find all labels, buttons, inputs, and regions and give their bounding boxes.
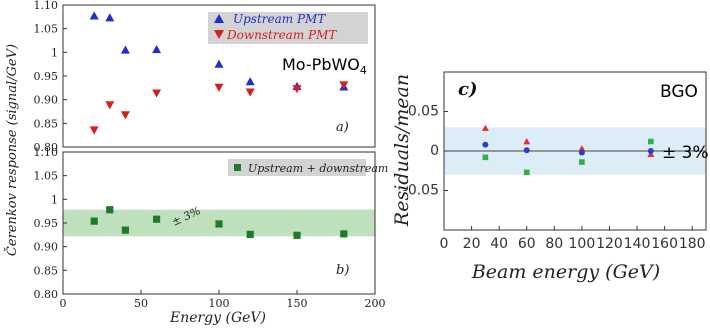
y-tick-label: 0.80 (34, 288, 59, 301)
data-point (106, 206, 114, 214)
legend-combined-marker (234, 164, 241, 171)
data-point (90, 217, 98, 225)
data-point (120, 45, 130, 54)
panel-b-x-axis-label: Energy (GeV) (169, 310, 266, 326)
panel-c-label: c) (458, 79, 477, 100)
data-point (523, 169, 530, 176)
legend-downstream-marker (214, 30, 224, 39)
panel-b-label: b) (336, 263, 349, 278)
panel-c-y-ticks: 0.05 0 -0.05 (403, 104, 448, 199)
y-tick-label: -0.05 (403, 183, 439, 199)
x-tick-label: 20 (463, 236, 481, 252)
panel-c-x-axis-label: Beam energy (GeV) (471, 261, 660, 283)
panel-c: 0.05 0 -0.05 0 20 40 60 80 100 120 140 160 180 c) B… (391, 71, 709, 283)
x-tick-label: 150 (287, 297, 308, 310)
panel-a: 0.80 0.85 0.90 0.95 1 1.05 1.10 Upstream PMT D… (34, 0, 376, 154)
panel-a-label: a) (336, 120, 349, 135)
x-tick-label: 140 (624, 236, 651, 252)
y-tick-label: 1 (51, 46, 58, 59)
data-point (215, 220, 223, 228)
data-point (647, 148, 654, 154)
legend-a-background (208, 12, 368, 44)
data-point (482, 141, 489, 148)
y-tick-label: 0.85 (34, 264, 59, 277)
y-tick-label: 0.85 (34, 117, 59, 130)
data-point (340, 230, 348, 238)
data-point (245, 88, 255, 97)
data-point (153, 215, 161, 223)
x-tick-label: 0 (440, 236, 449, 252)
data-point (523, 138, 531, 145)
x-tick-label: 60 (518, 236, 536, 252)
data-point (523, 147, 530, 154)
x-tick-label: 120 (596, 236, 623, 252)
x-tick-label: 50 (134, 297, 148, 310)
panel-c-points (481, 124, 655, 176)
panel-c-band-label: ± 3% (662, 143, 709, 163)
x-tick-label: 180 (679, 236, 706, 252)
panel-a-annotation: Mo-PbWO4 (282, 55, 367, 77)
y-tick-label: 0.05 (408, 104, 439, 120)
x-tick-label: 160 (651, 236, 678, 252)
y-tick-label: 0.95 (34, 70, 59, 83)
x-tick-label: 100 (569, 236, 596, 252)
y-tick-label: 0.90 (34, 241, 59, 254)
panel-b-points (90, 206, 348, 239)
data-point (481, 124, 489, 131)
data-point (214, 83, 224, 92)
data-point (245, 77, 255, 86)
y-tick-label: 1.05 (34, 23, 59, 36)
legend-downstream-label: Downstream PMT (226, 28, 337, 42)
y-tick-label: 0 (430, 143, 439, 159)
y-tick-label: 0.95 (34, 217, 59, 230)
y-tick-label: 0.80 (34, 141, 59, 154)
shared-y-axis-label: Čerenkov response (signal/GeV) (3, 44, 20, 256)
x-tick-label: 40 (490, 236, 508, 252)
legend-combined-label: Upstream + downstream (248, 162, 388, 175)
data-point (89, 11, 99, 20)
panel-c-x-ticks: 0 20 40 60 80 100 120 140 160 180 (440, 226, 706, 252)
panel-c-annotation: BGO (660, 82, 698, 102)
data-point (105, 101, 115, 110)
panel-b-x-ticks: 0 50 100 150 200 (60, 290, 386, 310)
data-point (293, 231, 301, 239)
x-tick-label: 200 (365, 297, 386, 310)
panel-c-y-axis-label: Residuals/mean (391, 74, 413, 227)
data-point (246, 230, 254, 238)
data-point (121, 226, 129, 234)
legend-b-background (228, 159, 366, 176)
data-point (89, 126, 99, 135)
legend-upstream-marker (214, 14, 224, 23)
x-tick-label: 100 (209, 297, 230, 310)
data-point (214, 59, 224, 68)
y-tick-label: 1.10 (34, 0, 59, 12)
y-tick-label: 0.90 (34, 94, 59, 107)
data-point (579, 159, 585, 165)
panel-b-legend: Upstream + downstream (228, 159, 388, 176)
data-point (339, 81, 349, 90)
panel-a-points (89, 11, 349, 135)
data-point (292, 85, 302, 94)
data-point (105, 13, 115, 22)
y-tick-label: 1 (51, 193, 58, 206)
panel-a-legend: Upstream PMT Downstream PMT (208, 12, 368, 44)
data-point (152, 44, 162, 54)
data-point (152, 89, 162, 98)
data-point (120, 111, 130, 120)
data-point (578, 149, 585, 156)
y-tick-label: 1.10 (34, 146, 59, 159)
x-tick-label: 0 (60, 297, 67, 310)
y-tick-label: 1.05 (34, 170, 59, 183)
x-tick-label: 80 (545, 236, 563, 252)
legend-upstream-label: Upstream PMT (233, 12, 326, 26)
panel-b-y-ticks: 0.80 0.85 0.90 0.95 1 1.05 1.10 (34, 146, 67, 301)
data-point (578, 145, 586, 152)
data-point (482, 154, 489, 161)
data-point (648, 138, 654, 145)
panel-a-y-ticks: 0.80 0.85 0.90 0.95 1 1.05 1.10 (34, 0, 67, 154)
